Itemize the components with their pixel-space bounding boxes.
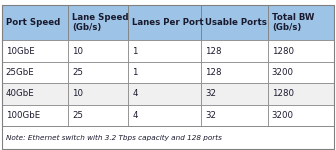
Text: 3200: 3200 xyxy=(272,111,294,120)
Text: 40GbE: 40GbE xyxy=(6,89,35,98)
Bar xyxy=(68,105,128,126)
Bar xyxy=(2,40,68,62)
Bar xyxy=(68,4,128,40)
Text: Lanes Per Port: Lanes Per Port xyxy=(132,18,204,27)
Bar xyxy=(128,40,201,62)
Bar xyxy=(128,105,201,126)
Bar xyxy=(68,62,128,83)
Text: 10GbE: 10GbE xyxy=(6,46,35,56)
Text: 32: 32 xyxy=(205,89,216,98)
Bar xyxy=(201,83,268,105)
Bar xyxy=(128,4,201,40)
Bar xyxy=(201,4,268,40)
Text: Note: Ethernet switch with 3.2 Tbps capacity and 128 ports: Note: Ethernet switch with 3.2 Tbps capa… xyxy=(6,135,221,141)
Text: 25: 25 xyxy=(72,68,83,77)
Text: Usable Ports: Usable Ports xyxy=(205,18,267,27)
Bar xyxy=(268,40,334,62)
Bar xyxy=(128,62,201,83)
Text: Total BW
(Gb/s): Total BW (Gb/s) xyxy=(272,13,314,32)
Text: 25GbE: 25GbE xyxy=(6,68,35,77)
Text: 3200: 3200 xyxy=(272,68,294,77)
Bar xyxy=(268,83,334,105)
Bar xyxy=(2,83,68,105)
Bar xyxy=(68,40,128,62)
Text: 25: 25 xyxy=(72,111,83,120)
Bar xyxy=(201,40,268,62)
Bar xyxy=(201,105,268,126)
Text: 1: 1 xyxy=(132,46,138,56)
Text: 4: 4 xyxy=(132,89,138,98)
Bar xyxy=(268,105,334,126)
Text: 100GbE: 100GbE xyxy=(6,111,40,120)
Bar xyxy=(268,62,334,83)
Bar xyxy=(2,62,68,83)
Text: Lane Speed
(Gb/s): Lane Speed (Gb/s) xyxy=(72,13,129,32)
Text: 1280: 1280 xyxy=(272,89,294,98)
Text: 4: 4 xyxy=(132,111,138,120)
Bar xyxy=(201,62,268,83)
Text: 1: 1 xyxy=(132,68,138,77)
Bar xyxy=(2,4,68,40)
Text: 32: 32 xyxy=(205,111,216,120)
Text: 128: 128 xyxy=(205,46,222,56)
Bar xyxy=(268,4,334,40)
Text: 1280: 1280 xyxy=(272,46,294,56)
Bar xyxy=(2,105,68,126)
Text: Port Speed: Port Speed xyxy=(6,18,60,27)
Text: 10: 10 xyxy=(72,89,83,98)
Bar xyxy=(2,126,334,149)
Bar xyxy=(68,83,128,105)
Text: 10: 10 xyxy=(72,46,83,56)
Bar xyxy=(128,83,201,105)
Text: 128: 128 xyxy=(205,68,222,77)
